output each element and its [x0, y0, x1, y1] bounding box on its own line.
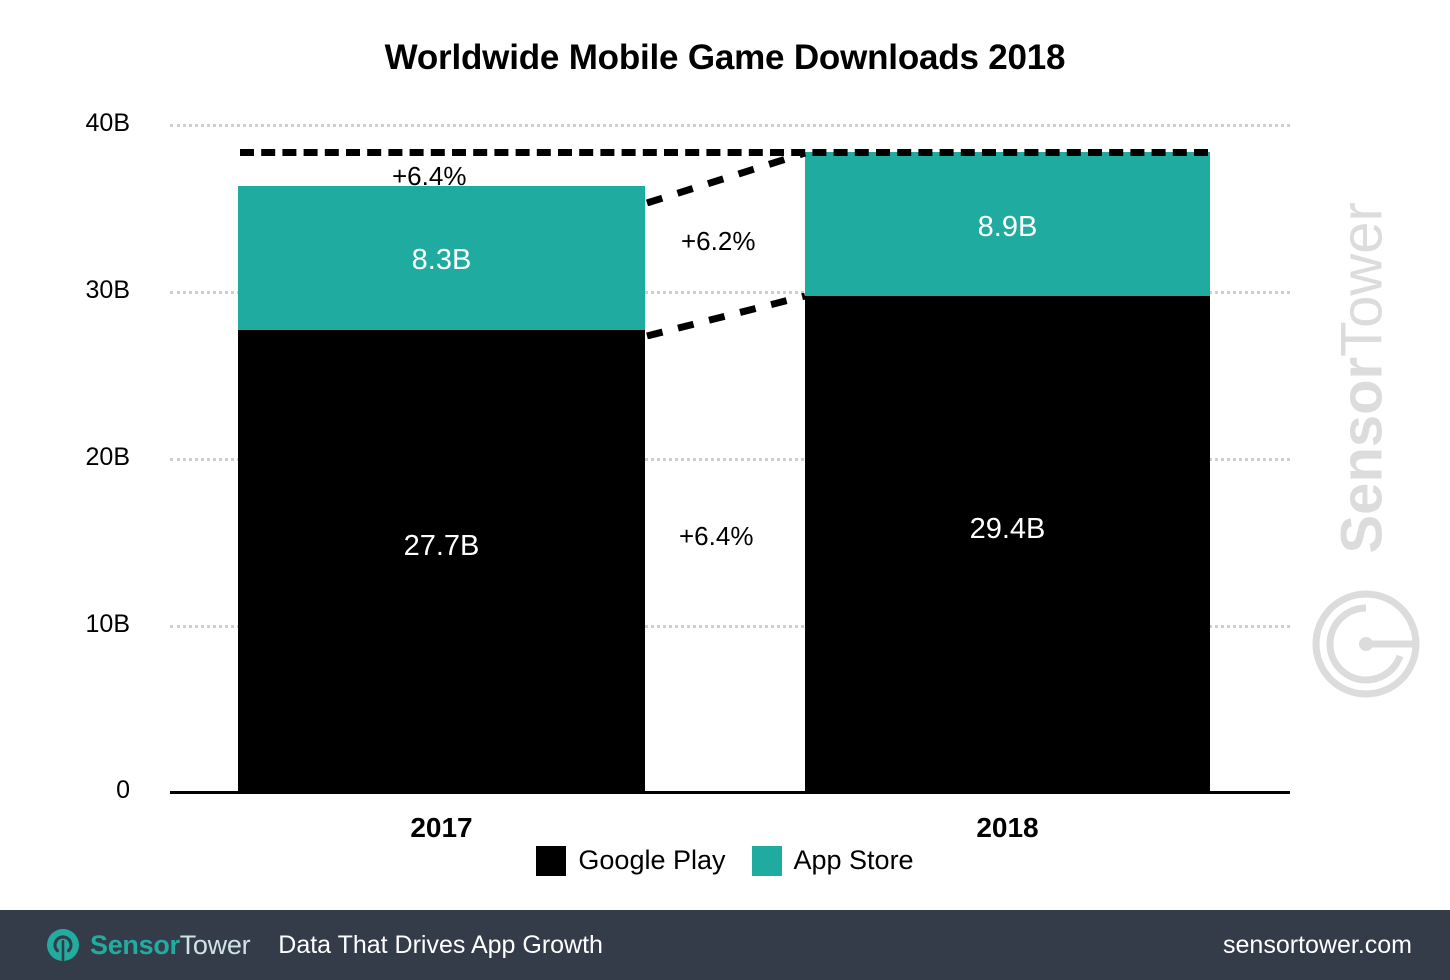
- chart-title: Worldwide Mobile Game Downloads 2018: [384, 38, 1066, 77]
- footer-url[interactable]: sensortower.com: [1223, 930, 1412, 959]
- bar-segment-app-store-2018[interactable]: 8.9B: [805, 152, 1210, 296]
- sensortower-watermark: SensorTower: [1292, 180, 1442, 700]
- legend-item-app-store[interactable]: App Store: [751, 845, 914, 876]
- x-axis-line: [170, 791, 1290, 794]
- watermark-brand-bold: Sensor: [1329, 356, 1395, 554]
- bar-label-google-play-2017: 27.7B: [403, 530, 480, 562]
- watermark-wordmark: SensorTower: [1329, 174, 1396, 554]
- watermark-logo-icon: [1310, 588, 1422, 700]
- chart-legend: Google Play App Store: [0, 845, 1450, 876]
- legend-item-google-play[interactable]: Google Play: [536, 845, 726, 876]
- legend-label-app-store: App Store: [793, 845, 914, 875]
- bar-segment-google-play-2018[interactable]: 29.4B: [805, 296, 1210, 791]
- total-growth-reference-line: [240, 149, 1208, 156]
- footer-brand-bold: Sensor: [90, 929, 180, 960]
- footer-bar: SensorTower Data That Drives App Growth …: [0, 910, 1450, 980]
- annotation-app-store-growth: +6.2%: [681, 226, 756, 256]
- gridline-20b: [170, 458, 1290, 461]
- x-tick-2018: 2018: [976, 812, 1039, 843]
- connector-google-play: [646, 293, 806, 339]
- watermark-brand-light: Tower: [1329, 202, 1395, 357]
- annotation-total-growth: +6.4%: [392, 161, 467, 191]
- y-tick-40b: 40B: [85, 109, 130, 137]
- annotation-google-play-growth: +6.4%: [679, 521, 754, 551]
- legend-label-google-play: Google Play: [578, 845, 726, 875]
- bar-label-app-store-2018: 8.9B: [977, 211, 1038, 243]
- gridline-40b: [170, 124, 1290, 127]
- footer-wordmark: SensorTower: [90, 929, 251, 961]
- footer-tagline: Data That Drives App Growth: [278, 930, 603, 959]
- y-tick-10b: 10B: [85, 610, 130, 638]
- legend-swatch-app-store-icon: [751, 845, 782, 876]
- legend-swatch-google-play-icon: [536, 845, 567, 876]
- y-tick-30b: 30B: [85, 276, 130, 304]
- gridline-30b: [170, 291, 1290, 294]
- gridline-10b: [170, 625, 1290, 628]
- y-tick-0: 0: [116, 776, 130, 804]
- bar-label-app-store-2017: 8.3B: [411, 244, 472, 276]
- bar-segment-google-play-2017[interactable]: 27.7B: [238, 330, 645, 791]
- footer-logo-group[interactable]: SensorTower: [46, 928, 251, 962]
- x-tick-2017: 2017: [410, 812, 473, 843]
- footer-brand-light: Tower: [179, 929, 251, 960]
- y-tick-20b: 20B: [85, 443, 130, 471]
- bar-segment-app-store-2017[interactable]: 8.3B: [238, 186, 645, 330]
- connector-app-store: [645, 150, 807, 206]
- sensortower-logo-icon: [46, 928, 80, 962]
- chart-canvas: Worldwide Mobile Game Downloads 2018 Sen…: [0, 38, 1450, 876]
- bar-label-google-play-2018: 29.4B: [969, 513, 1046, 545]
